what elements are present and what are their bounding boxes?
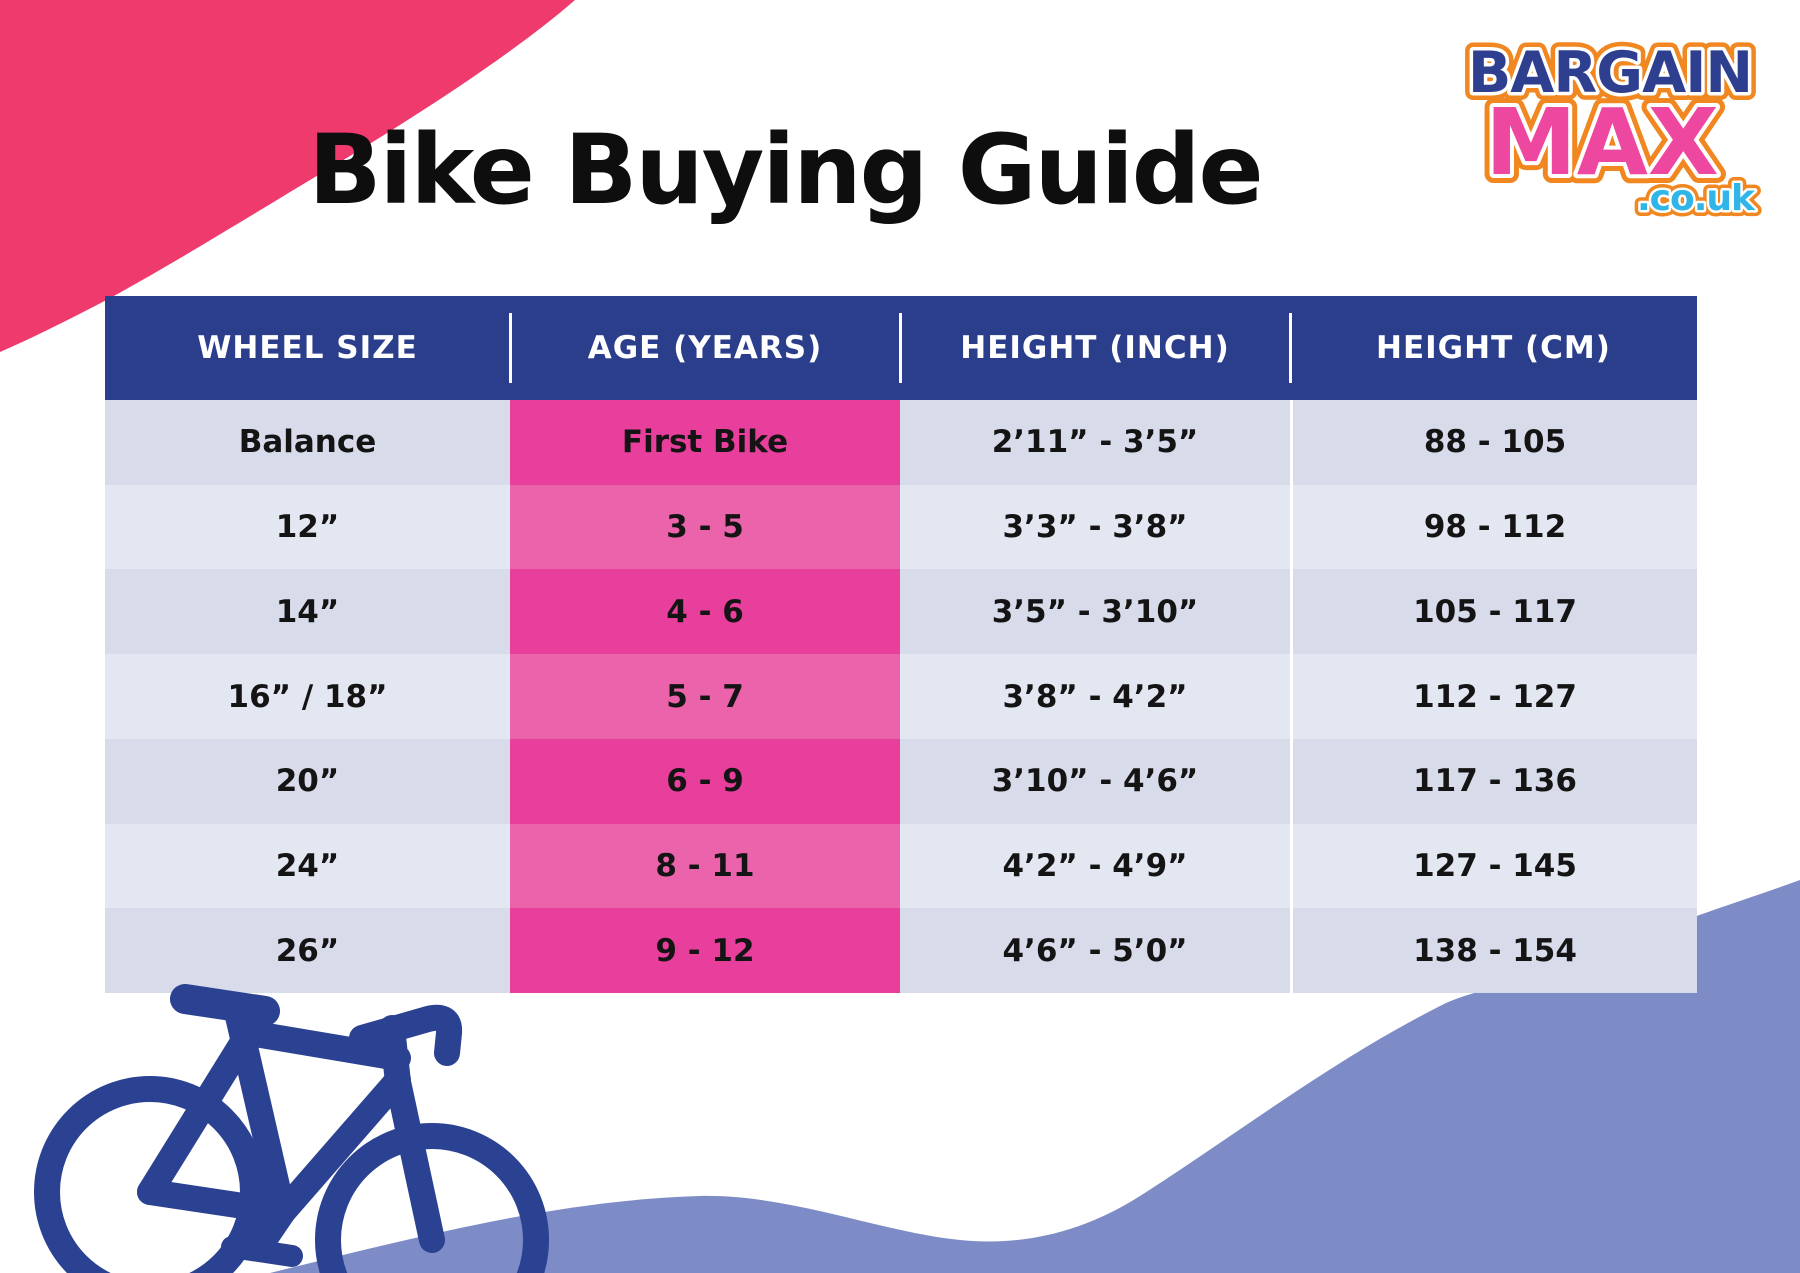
age-cell: 8 - 11 [510,823,900,909]
table-row: 20” 6 - 9 3’10” - 4’6” 117 - 136 [105,738,1697,824]
svg-text:MAX: MAX [1485,89,1719,196]
height-cm-cell: 127 - 145 [1290,823,1697,909]
svg-text:BARGAIN: BARGAIN [1468,40,1752,106]
table-row: 16” / 18” 5 - 7 3’8” - 4’2” 112 - 127 [105,654,1697,739]
header-height-inch: HEIGHT (INCH) [899,296,1290,400]
header-height-cm: HEIGHT (CM) [1289,296,1697,400]
table-row: 24” 8 - 11 4’2” - 4’9” 127 - 145 [105,823,1697,909]
header-wheel-size: WHEEL SIZE [197,330,418,366]
age-cell: 5 - 7 [510,654,900,739]
age-cell: 9 - 12 [510,908,900,994]
header-age-years: AGE (YEARS) [509,296,900,400]
wheel-size-cell: 16” / 18” [105,654,510,739]
table-row: 12” 3 - 5 3’3” - 3’8” 98 - 112 [105,484,1697,570]
svg-text:.co.uk: .co.uk [1637,178,1756,219]
height-inch-cell: 2’11” - 3’5” [900,400,1290,485]
height-inch-cell: 3’10” - 4’6” [900,738,1290,824]
age-cell: 3 - 5 [510,484,900,570]
svg-text:BARGAIN: BARGAIN [1468,40,1752,106]
height-inch-cell: 3’5” - 3’10” [900,569,1290,655]
age-cell: 4 - 6 [510,569,900,655]
height-cm-cell: 88 - 105 [1290,400,1697,485]
svg-text:MAX: MAX [1485,89,1719,196]
wheel-size-cell: 14” [105,569,510,655]
svg-text:BARGAIN: BARGAIN [1468,40,1752,106]
table-row: 14” 4 - 6 3’5” - 3’10” 105 - 117 [105,569,1697,655]
logo-url-couk: .co.uk .co.uk .co.uk [1631,172,1763,222]
svg-text:.co.uk: .co.uk [1637,178,1756,219]
height-cm-cell: 105 - 117 [1290,569,1697,655]
wheel-size-cell: 24” [105,823,510,909]
height-cm-cell: 117 - 136 [1290,738,1697,824]
page-title: Bike Buying Guide [308,114,1263,226]
table-body: Balance First Bike 2’11” - 3’5” 88 - 105… [105,400,1697,994]
height-inch-cell: 3’8” - 4’2” [900,654,1290,739]
height-cm-cell: 98 - 112 [1290,484,1697,570]
wheel-size-cell: 20” [105,738,510,824]
wheel-size-cell: 26” [105,908,510,994]
logo-word-max: MAX MAX MAX [1476,80,1728,205]
bike-size-table: WHEEL SIZE AGE (YEARS) HEIGHT (INCH) HEI… [105,296,1697,994]
table-header-row: WHEEL SIZE AGE (YEARS) HEIGHT (INCH) HEI… [105,296,1697,400]
table-row: Balance First Bike 2’11” - 3’5” 88 - 105 [105,400,1697,485]
svg-text:MAX: MAX [1485,89,1719,196]
age-cell: First Bike [510,400,900,485]
wheel-size-cell: Balance [105,400,510,485]
height-inch-cell: 3’3” - 3’8” [900,484,1290,570]
table-row: 26” 9 - 12 4’6” - 5’0” 138 - 154 [105,908,1697,994]
height-cm-cell: 138 - 154 [1290,908,1697,994]
logo-word-bargain: BARGAIN BARGAIN BARGAIN [1460,32,1761,114]
bargainmax-logo: BARGAIN BARGAIN BARGAIN MAX MAX MAX .co.… [1460,32,1763,222]
height-inch-cell: 4’2” - 4’9” [900,823,1290,909]
height-inch-cell: 4’6” - 5’0” [900,908,1290,994]
age-cell: 6 - 9 [510,738,900,824]
svg-text:.co.uk: .co.uk [1637,178,1756,219]
height-cm-cell: 112 - 127 [1290,654,1697,739]
wheel-size-cell: 12” [105,484,510,570]
